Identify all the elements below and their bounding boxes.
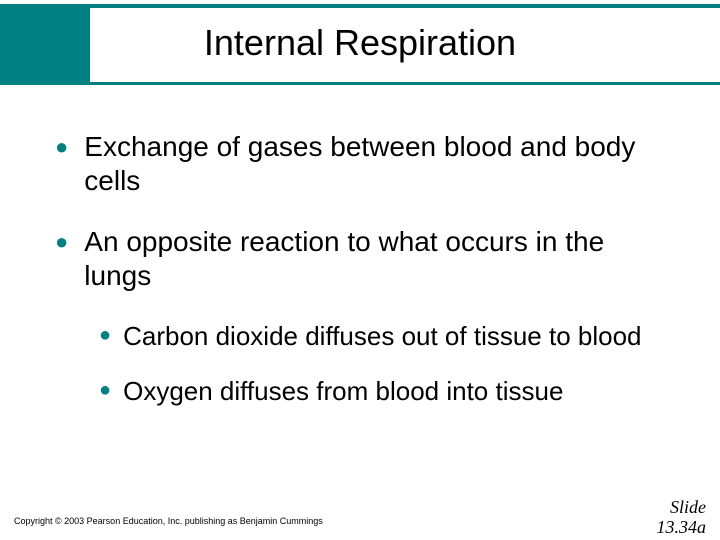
content-area: ● Exchange of gases between blood and bo… <box>55 130 675 429</box>
bullet-text: An opposite reaction to what occurs in t… <box>84 225 675 292</box>
bullet-dot-icon: ● <box>55 130 68 163</box>
bullet-item: ● Oxygen diffuses from blood into tissue <box>99 375 675 408</box>
bullet-item: ● Carbon dioxide diffuses out of tissue … <box>99 320 675 353</box>
bullet-dot-icon: ● <box>99 375 111 405</box>
copyright-text: Copyright © 2003 Pearson Education, Inc.… <box>14 516 323 526</box>
slide-number: Slide 13.34a <box>657 498 707 538</box>
bullet-text: Carbon dioxide diffuses out of tissue to… <box>123 320 641 353</box>
bullet-text: Exchange of gases between blood and body… <box>84 130 675 197</box>
title-underline <box>0 82 720 85</box>
bullet-item: ● Exchange of gases between blood and bo… <box>55 130 675 197</box>
bullet-item: ● An opposite reaction to what occurs in… <box>55 225 675 292</box>
bullet-dot-icon: ● <box>55 225 68 258</box>
bullet-dot-icon: ● <box>99 320 111 350</box>
slide-number-value: 13.34a <box>657 517 707 537</box>
top-accent-bar <box>0 4 720 8</box>
bullet-text: Oxygen diffuses from blood into tissue <box>123 375 563 408</box>
slide-title: Internal Respiration <box>0 22 720 64</box>
slide-label: Slide <box>670 497 706 517</box>
